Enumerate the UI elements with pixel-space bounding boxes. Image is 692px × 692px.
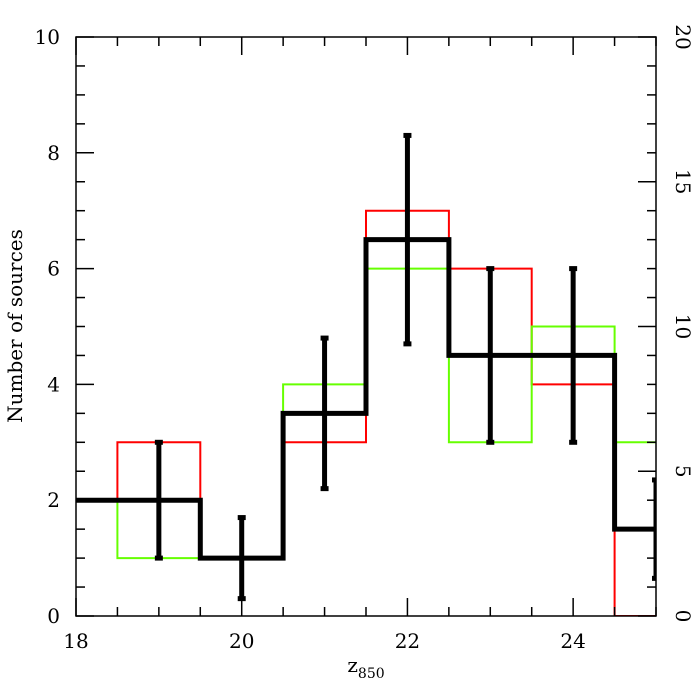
y-tick-label: 10 <box>35 25 60 49</box>
y2-tick-label: 10 <box>671 314 692 339</box>
errorbar <box>652 477 656 581</box>
x-axis-title: z850 <box>347 653 384 682</box>
x-axis-title-subscript: 850 <box>358 666 385 682</box>
y2-tick-label: 20 <box>671 24 692 49</box>
y-tick-label: 0 <box>47 604 60 628</box>
y-tick-label: 6 <box>47 257 60 281</box>
y2-tick-label: 15 <box>671 169 692 194</box>
y-axis-title: Number of sources <box>3 229 27 423</box>
y-tick-label: 4 <box>47 372 60 396</box>
y-tick-label: 8 <box>47 141 60 165</box>
y-tick-label: 2 <box>47 488 60 512</box>
errorbar-layer <box>154 132 656 602</box>
errorbar <box>320 335 329 492</box>
y2-tick-label: 0 <box>671 610 692 623</box>
x-tick-label: 18 <box>63 629 88 653</box>
x-tick-label: 20 <box>229 629 254 653</box>
x-tick-label: 24 <box>560 629 585 653</box>
tick-layer <box>75 36 657 617</box>
y2-tick-label: 5 <box>671 465 692 478</box>
series-layer <box>76 209 656 616</box>
errorbar <box>486 266 495 445</box>
errorbar <box>403 132 412 347</box>
x-tick-label: 22 <box>395 629 420 653</box>
label-layer: 18202224024681005101520 <box>35 24 692 653</box>
histogram-series-2 <box>76 237 656 561</box>
errorbar <box>154 439 163 561</box>
errorbar <box>569 266 578 445</box>
